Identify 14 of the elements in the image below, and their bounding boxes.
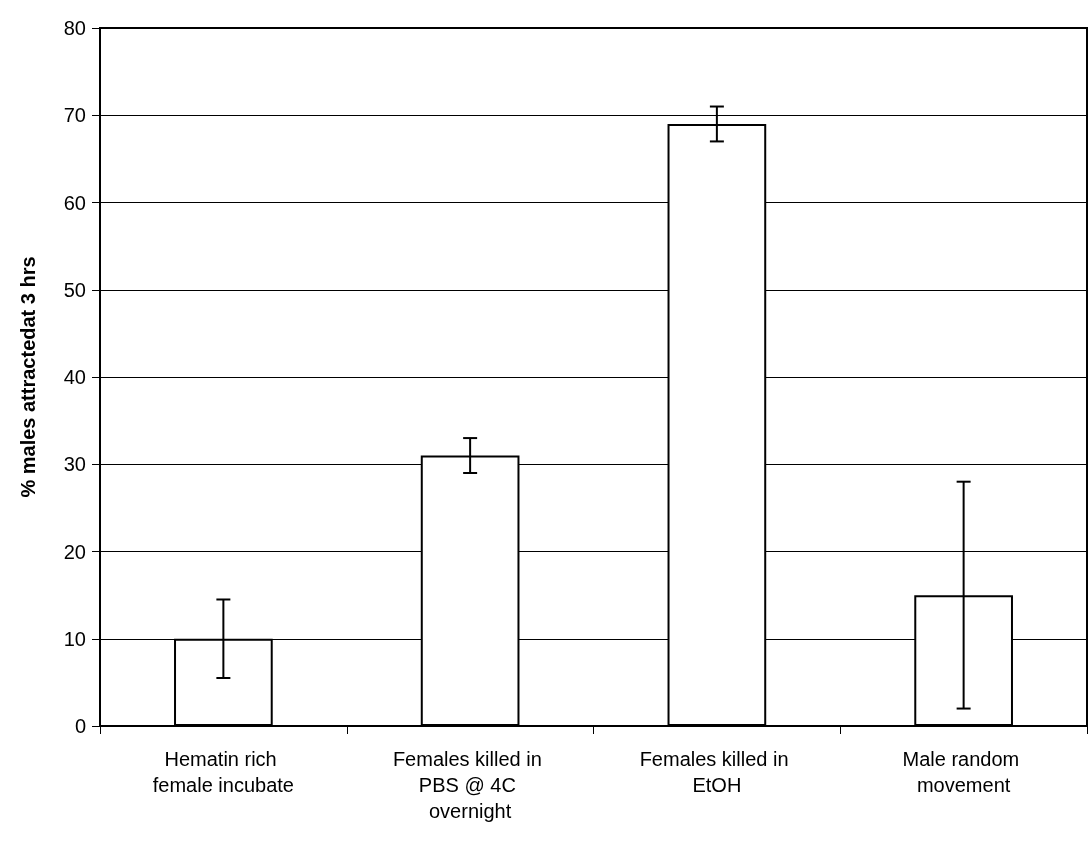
y-tick-label: 40 <box>63 366 86 388</box>
y-tick-label: 10 <box>63 627 86 650</box>
y-tick-label: 20 <box>63 540 86 563</box>
x-tick-label: Females killed in EtOH <box>639 748 795 796</box>
y-tick-label: 50 <box>63 278 86 301</box>
y-tick-label: 80 <box>63 17 86 39</box>
y-axis-title: % males attractedat 3 hrs <box>17 256 39 498</box>
x-tick-label: Male random movement <box>902 748 1025 796</box>
y-tick-label: 0 <box>74 715 86 737</box>
y-tick-label: 70 <box>63 104 86 127</box>
y-tick-label: 60 <box>63 191 86 214</box>
x-tick-label: Hematin rich female incubate <box>152 748 294 796</box>
y-tick-label: 30 <box>63 453 86 476</box>
x-tick-label: Females killed in PBS @ 4C overnight <box>392 748 548 822</box>
